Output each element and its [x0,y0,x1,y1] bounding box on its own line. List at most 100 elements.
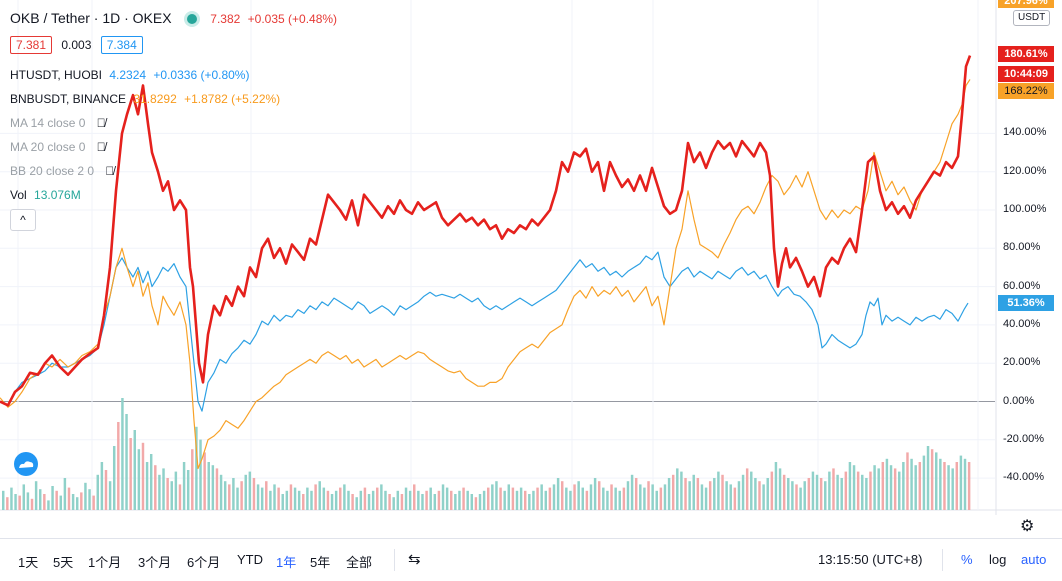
auto-toggle[interactable]: auto [1021,552,1047,567]
volume-bar [367,494,371,510]
volume-bar [63,478,67,510]
y-tick-label: 60.00% [1003,279,1041,292]
volume-bar [219,474,223,510]
volume-bar [437,490,441,510]
tradingview-logo-icon[interactable] [14,452,38,476]
ask-price[interactable]: 7.384 [100,36,143,54]
clock-time[interactable]: 13:15:50 (UTC+8) [818,552,923,567]
eye-hidden-icon[interactable]: 👁̸ [105,164,115,178]
eye-hidden-icon[interactable]: 👁̸ [96,140,106,154]
range-6m[interactable]: 6个月 [187,555,221,570]
legend-bb[interactable]: BB 20 close 2 0 👁̸ [10,164,114,178]
okb-series-line [0,55,972,407]
legend-ma20[interactable]: MA 20 close 0 👁̸ [10,140,106,154]
range-1y[interactable]: 1年 [276,555,297,570]
volume-bar [244,474,247,510]
volume-bar [121,398,124,510]
volume-bar [639,484,642,510]
volume-bar [778,468,782,510]
volume-bar [733,487,737,510]
toolbar-divider [942,549,943,571]
volume-bar [569,490,572,510]
volume-bar [943,462,946,510]
legend-ma14[interactable]: MA 14 close 0 👁̸ [10,116,106,130]
bid-price[interactable]: 7.381 [10,36,53,54]
symbol-row[interactable]: OKB / Tether · 1D · OKEX 7.382 +0.035 (+… [10,10,337,26]
y-tick-label: 20.00% [1003,356,1041,369]
eye-hidden-icon[interactable]: 👁̸ [96,116,106,130]
volume-bar [158,474,161,510]
volume-bar [614,487,617,510]
log-toggle[interactable]: log [989,552,1007,567]
volume-bar [129,438,132,510]
volume-bar [926,446,930,510]
ht-pct-tag: 51.36% [998,295,1054,311]
volume-bar [178,484,182,510]
volume-bar [700,484,704,510]
volume-bar [869,471,872,510]
go-to-date-icon[interactable]: ⇆ [408,551,421,568]
vol-label: Vol [10,188,27,202]
volume-bar [137,449,141,510]
percent-toggle[interactable]: % [961,552,973,567]
range-3m[interactable]: 3个月 [138,555,172,570]
volume-bar [840,478,843,510]
volume-bar [885,458,889,510]
volume-bar [540,484,543,510]
volume-bar [478,494,482,510]
range-1m[interactable]: 1个月 [88,555,122,570]
volume-bar [166,478,169,510]
volume-bar [528,494,531,510]
volume-bar [388,494,391,510]
volume-bar [947,465,950,510]
volume-bar [260,487,264,510]
volume-bar [692,474,695,510]
volume-bar [487,487,490,510]
volume-bar [803,481,806,510]
symbol-title[interactable]: OKB / Tether · 1D · OKEX [10,10,172,26]
volume-bar [807,478,811,510]
volume-bar [544,490,548,510]
volume-bar [363,487,367,510]
volume-bar [75,497,79,510]
volume-bar [606,490,609,510]
volume-bar [819,478,823,510]
volume-bar [92,495,95,510]
settings-icon[interactable]: ⚙ [1020,518,1035,535]
currency-label[interactable]: USDT [1013,10,1051,26]
volume-bar [910,458,913,510]
volume-bar [38,489,42,510]
y-tick-label: 40.00% [1003,317,1041,330]
legend-ht[interactable]: HTUSDT, HUOBI 4.2324 +0.0336 (+0.80%) [10,68,249,82]
chart-svg[interactable]: 0202月4月6月8月9月11月2021 [0,0,1062,531]
volume-bar [232,478,235,510]
volume-bar [429,487,432,510]
spread-value: 0.003 [61,38,92,52]
y-tick-label: 120.00% [1003,164,1047,177]
volume-bar [906,452,909,510]
range-ytd[interactable]: YTD [237,552,263,567]
volume-bar [252,478,256,510]
last-price: 7.382 [210,12,241,26]
chart-area[interactable]: 0202月4月6月8月9月11月2021 [0,0,1062,531]
volume-bar [515,490,519,510]
range-5d[interactable]: 5天 [53,555,74,570]
volume-bar [741,474,745,510]
legend-bnb[interactable]: BNBUSDT, BINANCE 31.8292 +1.8782 (+5.22%… [10,92,280,106]
range-all[interactable]: 全部 [346,555,373,570]
volume-bar [421,494,424,510]
volume-bar [844,471,848,510]
range-5y[interactable]: 5年 [310,555,331,570]
volume-bar [597,481,601,510]
volume-bar [824,481,827,510]
volume-bar [10,487,13,510]
volume-bar [474,497,478,510]
legend-volume[interactable]: Vol 13.076M [10,188,81,202]
range-1d[interactable]: 1天 [18,555,39,570]
volume-bar [322,487,326,510]
y-tick-label: 140.00% [1003,126,1047,139]
volume-bar [898,471,901,510]
volume-bar [963,458,967,510]
volume-bar [622,487,626,510]
collapse-legend-button[interactable]: ^ [10,209,36,231]
